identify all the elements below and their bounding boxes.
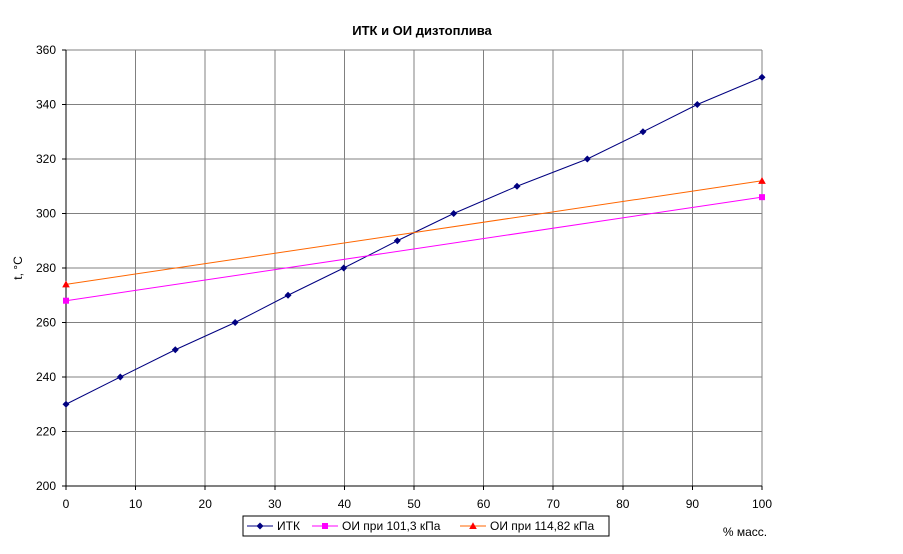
data-point bbox=[393, 237, 401, 245]
chart-title: ИТК и ОИ дизтоплива bbox=[352, 23, 492, 38]
data-point bbox=[759, 194, 765, 201]
x-tick-label: 70 bbox=[547, 497, 561, 511]
series-2 bbox=[63, 194, 765, 304]
y-axis-title: t, °C bbox=[11, 256, 25, 280]
data-point bbox=[62, 280, 70, 288]
x-tick-label: 0 bbox=[63, 497, 70, 511]
y-tick-label: 240 bbox=[36, 370, 56, 384]
x-tick-label: 20 bbox=[199, 497, 213, 511]
legend-marker bbox=[469, 522, 477, 530]
x-axis-title: % масс. bbox=[723, 525, 767, 539]
series-line bbox=[65, 196, 763, 302]
data-point bbox=[171, 346, 179, 354]
data-point bbox=[639, 128, 647, 136]
data-point bbox=[340, 264, 348, 272]
y-tick-label: 220 bbox=[36, 425, 56, 439]
y-tick-label: 340 bbox=[36, 98, 56, 112]
x-tick-label: 60 bbox=[477, 497, 491, 511]
legend-label: ИТК bbox=[277, 519, 300, 533]
series-line bbox=[65, 180, 763, 285]
x-tick-label: 100 bbox=[752, 497, 772, 511]
y-tick-label: 280 bbox=[36, 261, 56, 275]
legend-marker bbox=[256, 522, 264, 530]
legend-box bbox=[242, 515, 610, 537]
data-point bbox=[284, 291, 292, 299]
axes: 0 10 20 30 40 50 60 70 80 90 100 200 220 240 260 280 300… bbox=[36, 43, 772, 511]
data-point bbox=[758, 177, 766, 184]
legend-item-2: ОИ при 101,3 кПа bbox=[312, 519, 441, 533]
legend-label: ОИ при 101,3 кПа bbox=[342, 519, 441, 533]
data-point bbox=[62, 400, 70, 408]
x-tick-label: 40 bbox=[338, 497, 352, 511]
x-tick-label: 10 bbox=[129, 497, 143, 511]
legend-item-3: ОИ при 114,82 кПа bbox=[460, 519, 595, 533]
data-point bbox=[513, 182, 521, 190]
data-point bbox=[693, 101, 701, 108]
legend-marker bbox=[322, 523, 328, 529]
series-group bbox=[62, 73, 766, 408]
x-tick-label: 30 bbox=[268, 497, 282, 511]
x-tick-label: 90 bbox=[686, 497, 700, 511]
series-3 bbox=[62, 177, 766, 288]
legend-item-1: ИТК bbox=[247, 519, 300, 533]
data-point bbox=[583, 155, 591, 163]
y-tick-label: 300 bbox=[36, 207, 56, 221]
grid bbox=[65, 49, 763, 487]
x-tick-label: 50 bbox=[407, 497, 421, 511]
data-point bbox=[63, 297, 69, 304]
series-1 bbox=[62, 73, 766, 408]
y-tick-label: 360 bbox=[36, 43, 56, 57]
data-point bbox=[116, 373, 124, 381]
y-tick-label: 260 bbox=[36, 316, 56, 330]
data-point bbox=[758, 73, 766, 81]
data-point bbox=[450, 210, 458, 217]
legend-label: ОИ при 114,82 кПа bbox=[490, 519, 595, 533]
x-tick-label: 80 bbox=[616, 497, 630, 511]
y-tick-label: 320 bbox=[36, 152, 56, 166]
data-point bbox=[231, 319, 239, 326]
y-tick-label: 200 bbox=[36, 479, 56, 493]
legend: ИТК ОИ при 101,3 кПа ОИ при 114,82 кПа bbox=[242, 515, 610, 537]
